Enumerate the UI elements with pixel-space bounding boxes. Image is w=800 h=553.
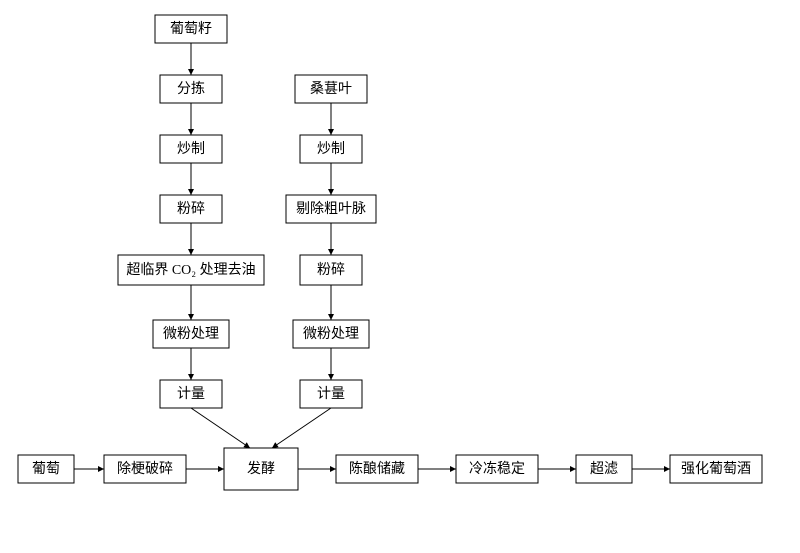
node-h6: 超滤 — [576, 455, 632, 483]
node-label: 陈酿储藏 — [349, 460, 405, 477]
node-label: 葡萄籽 — [170, 21, 212, 37]
node-h5: 冷冻稳定 — [456, 455, 538, 483]
node-h2: 除梗破碎 — [104, 455, 186, 483]
node-label: 剔除粗叶脉 — [296, 201, 366, 217]
node-a6: 微粉处理 — [153, 320, 229, 348]
node-label: 微粉处理 — [163, 326, 219, 342]
node-label: 分拣 — [177, 81, 205, 97]
node-a4: 粉碎 — [160, 195, 222, 223]
node-a2: 分拣 — [160, 75, 222, 103]
node-b6: 计量 — [300, 380, 362, 408]
node-label: 计量 — [317, 386, 345, 402]
node-b1: 桑葚叶 — [295, 75, 367, 103]
node-h3: 发酵 — [224, 448, 298, 490]
node-a3: 炒制 — [160, 135, 222, 163]
node-label: 炒制 — [317, 141, 345, 157]
node-h7: 强化葡萄酒 — [670, 455, 762, 483]
node-a1: 葡萄籽 — [155, 15, 227, 43]
node-a7: 计量 — [160, 380, 222, 408]
node-h4: 陈酿储藏 — [336, 455, 418, 483]
node-a5: 超临界 CO₂ 处理去油 — [118, 255, 264, 285]
nodes-group: 葡萄籽分拣炒制粉碎超临界 CO₂ 处理去油微粉处理计量桑葚叶炒制剔除粗叶脉粉碎微… — [18, 15, 762, 490]
node-label: 冷冻稳定 — [469, 460, 525, 477]
arrow — [191, 408, 250, 448]
node-label: 微粉处理 — [303, 326, 359, 342]
node-label: 桑葚叶 — [310, 81, 352, 97]
node-label: 发酵 — [247, 461, 275, 477]
flowchart-canvas: 葡萄籽分拣炒制粉碎超临界 CO₂ 处理去油微粉处理计量桑葚叶炒制剔除粗叶脉粉碎微… — [0, 0, 800, 553]
node-b5: 微粉处理 — [293, 320, 369, 348]
node-b3: 剔除粗叶脉 — [286, 195, 376, 223]
node-label: 计量 — [177, 386, 205, 402]
node-label: 超临界 CO₂ 处理去油 — [126, 262, 255, 278]
node-label: 粉碎 — [317, 262, 345, 278]
node-label: 超滤 — [590, 461, 618, 477]
node-label: 强化葡萄酒 — [681, 461, 751, 477]
node-label: 炒制 — [177, 141, 205, 157]
node-h1: 葡萄 — [18, 455, 74, 483]
arrow — [272, 408, 331, 448]
node-label: 粉碎 — [177, 201, 205, 217]
node-b4: 粉碎 — [300, 255, 362, 285]
node-label: 葡萄 — [32, 461, 60, 477]
node-label: 除梗破碎 — [117, 461, 173, 477]
node-b2: 炒制 — [300, 135, 362, 163]
